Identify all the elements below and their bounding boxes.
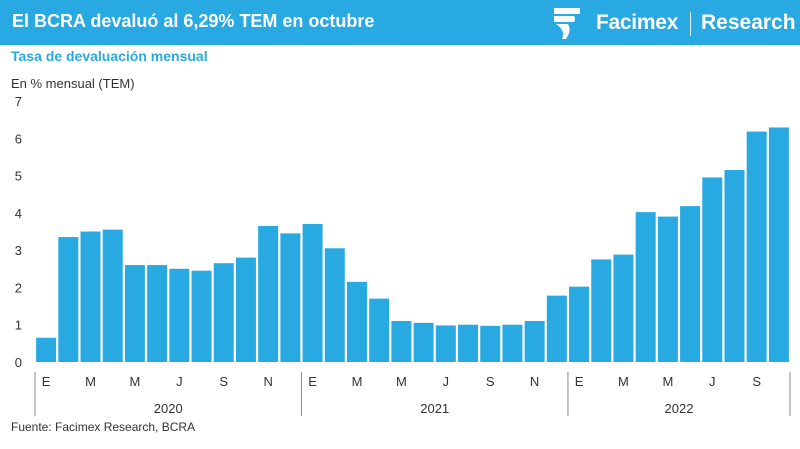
bar bbox=[102, 229, 123, 362]
x-tick-label: S bbox=[486, 374, 495, 389]
year-label: 2022 bbox=[665, 401, 694, 416]
logo-separator bbox=[690, 12, 691, 36]
chart-title: Tasa de devaluación mensual bbox=[11, 48, 208, 64]
x-tick-label: J bbox=[709, 374, 716, 389]
bar bbox=[458, 324, 479, 362]
bar bbox=[569, 286, 590, 362]
x-tick-label: M bbox=[85, 374, 96, 389]
bar bbox=[768, 127, 789, 362]
bar bbox=[324, 248, 345, 362]
y-tick-label: 1 bbox=[15, 318, 22, 333]
x-tick-label: E bbox=[42, 374, 51, 389]
bar bbox=[724, 169, 745, 362]
year-label: 2021 bbox=[420, 401, 449, 416]
source-note: Fuente: Facimex Research, BCRA bbox=[11, 420, 196, 434]
x-tick-label: E bbox=[308, 374, 317, 389]
bar bbox=[169, 268, 190, 362]
bar bbox=[346, 281, 367, 362]
bar bbox=[391, 320, 412, 362]
page-title: El BCRA devaluó al 6,29% TEM en octubre bbox=[12, 11, 375, 31]
bar bbox=[524, 320, 545, 362]
x-tick-label: S bbox=[752, 374, 761, 389]
bar bbox=[302, 224, 323, 362]
bar bbox=[746, 131, 767, 362]
x-tick-label: J bbox=[176, 374, 183, 389]
bar bbox=[591, 259, 612, 362]
year-label: 2020 bbox=[154, 401, 183, 416]
x-tick-label: M bbox=[618, 374, 629, 389]
x-tick-label: M bbox=[662, 374, 673, 389]
bar bbox=[680, 206, 701, 362]
bar bbox=[58, 237, 79, 362]
y-tick-label: 4 bbox=[15, 206, 22, 221]
bar bbox=[413, 322, 434, 362]
y-tick-label: 3 bbox=[15, 243, 22, 258]
bar bbox=[124, 265, 145, 362]
bar bbox=[36, 337, 57, 362]
bar bbox=[702, 177, 723, 362]
bar bbox=[80, 231, 101, 362]
x-tick-label: E bbox=[575, 374, 584, 389]
bar bbox=[502, 324, 523, 362]
y-axis-label: En % mensual (TEM) bbox=[11, 76, 135, 91]
y-tick-label: 6 bbox=[15, 131, 22, 146]
y-tick-label: 2 bbox=[15, 280, 22, 295]
facimex-logo-icon bbox=[554, 8, 580, 39]
x-tick-label: N bbox=[263, 374, 272, 389]
x-tick-label: J bbox=[443, 374, 450, 389]
x-tick-label: M bbox=[396, 374, 407, 389]
bar bbox=[258, 225, 279, 362]
bar bbox=[191, 270, 212, 362]
x-tick-label: N bbox=[530, 374, 539, 389]
bar bbox=[235, 257, 256, 362]
bar bbox=[147, 265, 168, 362]
bar bbox=[280, 233, 301, 362]
x-tick-label: M bbox=[352, 374, 363, 389]
bar bbox=[613, 254, 634, 362]
bar bbox=[435, 325, 456, 362]
bar bbox=[480, 325, 501, 362]
bar bbox=[635, 212, 656, 362]
bar bbox=[369, 298, 390, 362]
bar bbox=[657, 216, 678, 362]
brand-name: Facimex bbox=[596, 11, 678, 34]
x-tick-label: M bbox=[130, 374, 141, 389]
brand-section: Research bbox=[701, 11, 796, 34]
header-bar: El BCRA devaluó al 6,29% TEM en octubre … bbox=[0, 0, 800, 45]
bar bbox=[546, 295, 567, 362]
y-tick-label: 0 bbox=[15, 355, 22, 370]
y-tick-label: 5 bbox=[15, 169, 22, 184]
x-tick-label: S bbox=[219, 374, 228, 389]
bar bbox=[213, 263, 234, 362]
y-tick-label: 7 bbox=[15, 94, 22, 109]
